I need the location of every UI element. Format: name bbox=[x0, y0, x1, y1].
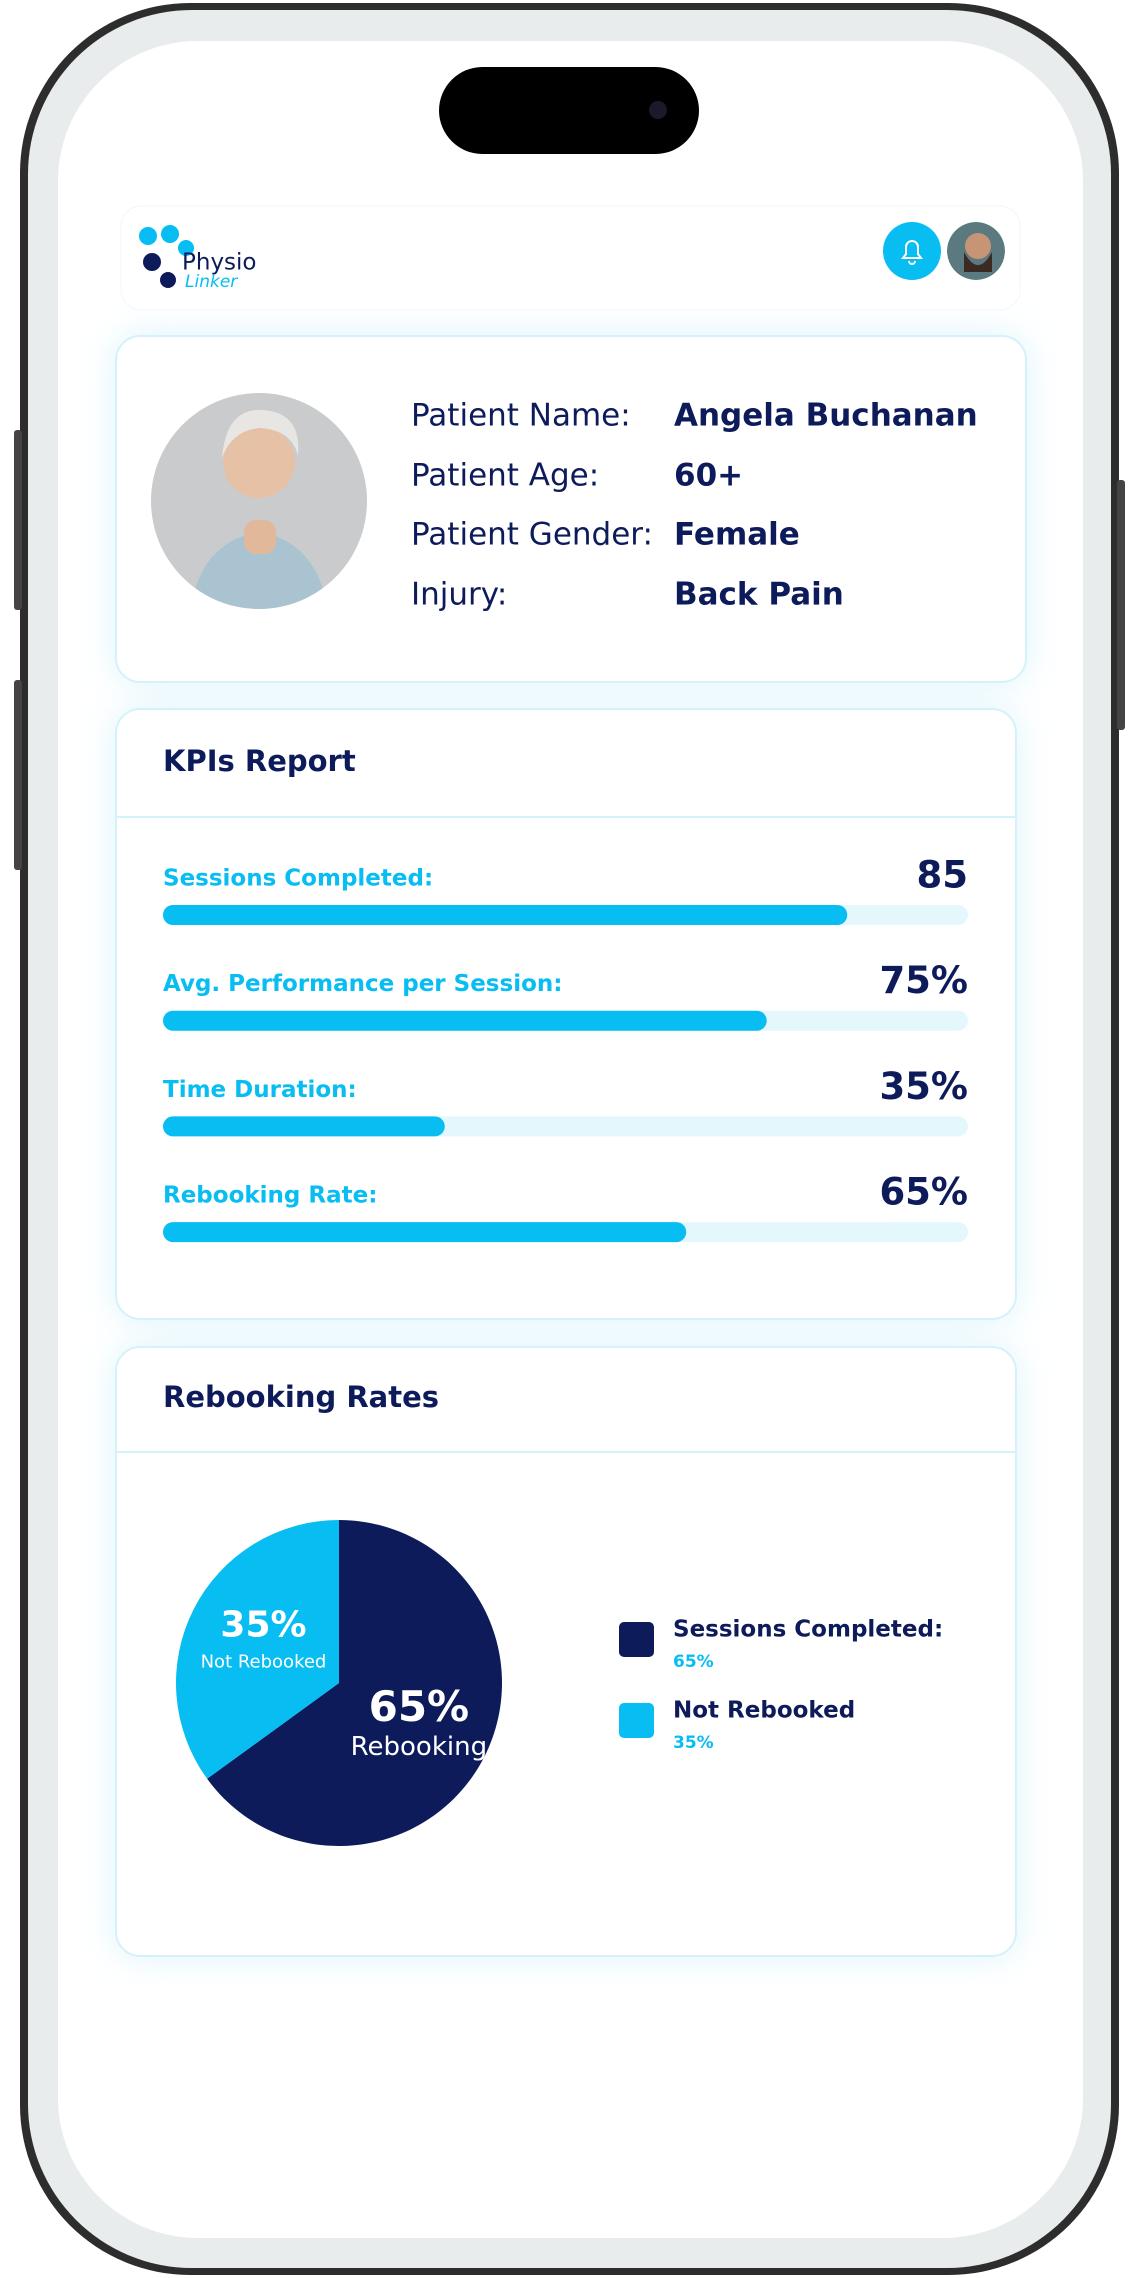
patient-field-label: Patient Gender: bbox=[411, 517, 653, 553]
header-bar bbox=[120, 205, 1021, 311]
legend-swatch bbox=[619, 1622, 654, 1657]
kpi-bar bbox=[163, 905, 848, 925]
pie-slice bbox=[207, 1520, 503, 1847]
kpi-bar bbox=[163, 1116, 445, 1137]
slice-value-label: 35% bbox=[220, 1605, 306, 1646]
patient-field-label: Patient Age: bbox=[411, 458, 599, 494]
patient-photo bbox=[151, 393, 367, 609]
patient-card bbox=[115, 335, 1027, 683]
slice-category-label: Rebooking bbox=[351, 1732, 487, 1762]
logo[interactable]: Physio Linker bbox=[139, 225, 257, 292]
side-button bbox=[14, 430, 22, 610]
patient-field-value: Back Pain bbox=[674, 577, 844, 613]
logo-top: Physio bbox=[182, 250, 257, 276]
patient-field-value: Angela Buchanan bbox=[674, 398, 978, 434]
side-button bbox=[1117, 480, 1125, 730]
legend-label: Sessions Completed: bbox=[673, 1617, 943, 1643]
patient-field-label: Injury: bbox=[411, 577, 507, 613]
patient-field-value: Female bbox=[674, 517, 800, 553]
camera bbox=[649, 101, 667, 119]
chart-title: Rebooking Rates bbox=[163, 1380, 439, 1414]
kpi-label: Time Duration: bbox=[163, 1077, 357, 1103]
side-button bbox=[14, 680, 22, 870]
kpi-bar bbox=[163, 1222, 687, 1243]
kpi-value: 75% bbox=[879, 959, 968, 1002]
kpi-value: 65% bbox=[879, 1171, 968, 1214]
bell-icon bbox=[901, 240, 923, 265]
legend-label: Not Rebooked bbox=[673, 1698, 855, 1724]
slice-category-label: Not Rebooked bbox=[201, 1652, 327, 1673]
pie-slice bbox=[176, 1520, 339, 1779]
logo-bottom: Linker bbox=[185, 272, 238, 292]
kpi-label: Sessions Completed: bbox=[163, 866, 433, 892]
patient-field-label: Patient Name: bbox=[411, 398, 631, 434]
kpi-title: KPIs Report bbox=[163, 744, 356, 778]
kpi-value: 85 bbox=[917, 854, 969, 897]
notification-button[interactable] bbox=[883, 222, 941, 280]
kpi-label: Avg. Performance per Session: bbox=[163, 971, 562, 997]
legend-swatch bbox=[619, 1703, 654, 1738]
patient-field-value: 60+ bbox=[674, 458, 743, 494]
kpi-bar bbox=[163, 1010, 767, 1031]
kpi-label: Rebooking Rate: bbox=[163, 1183, 377, 1209]
dynamic-island bbox=[439, 67, 699, 154]
legend-value: 35% bbox=[673, 1733, 714, 1753]
user-avatar[interactable] bbox=[947, 222, 1005, 280]
kpi-value: 35% bbox=[879, 1065, 968, 1108]
legend-value: 65% bbox=[673, 1652, 714, 1672]
slice-value-label: 65% bbox=[369, 1682, 470, 1731]
